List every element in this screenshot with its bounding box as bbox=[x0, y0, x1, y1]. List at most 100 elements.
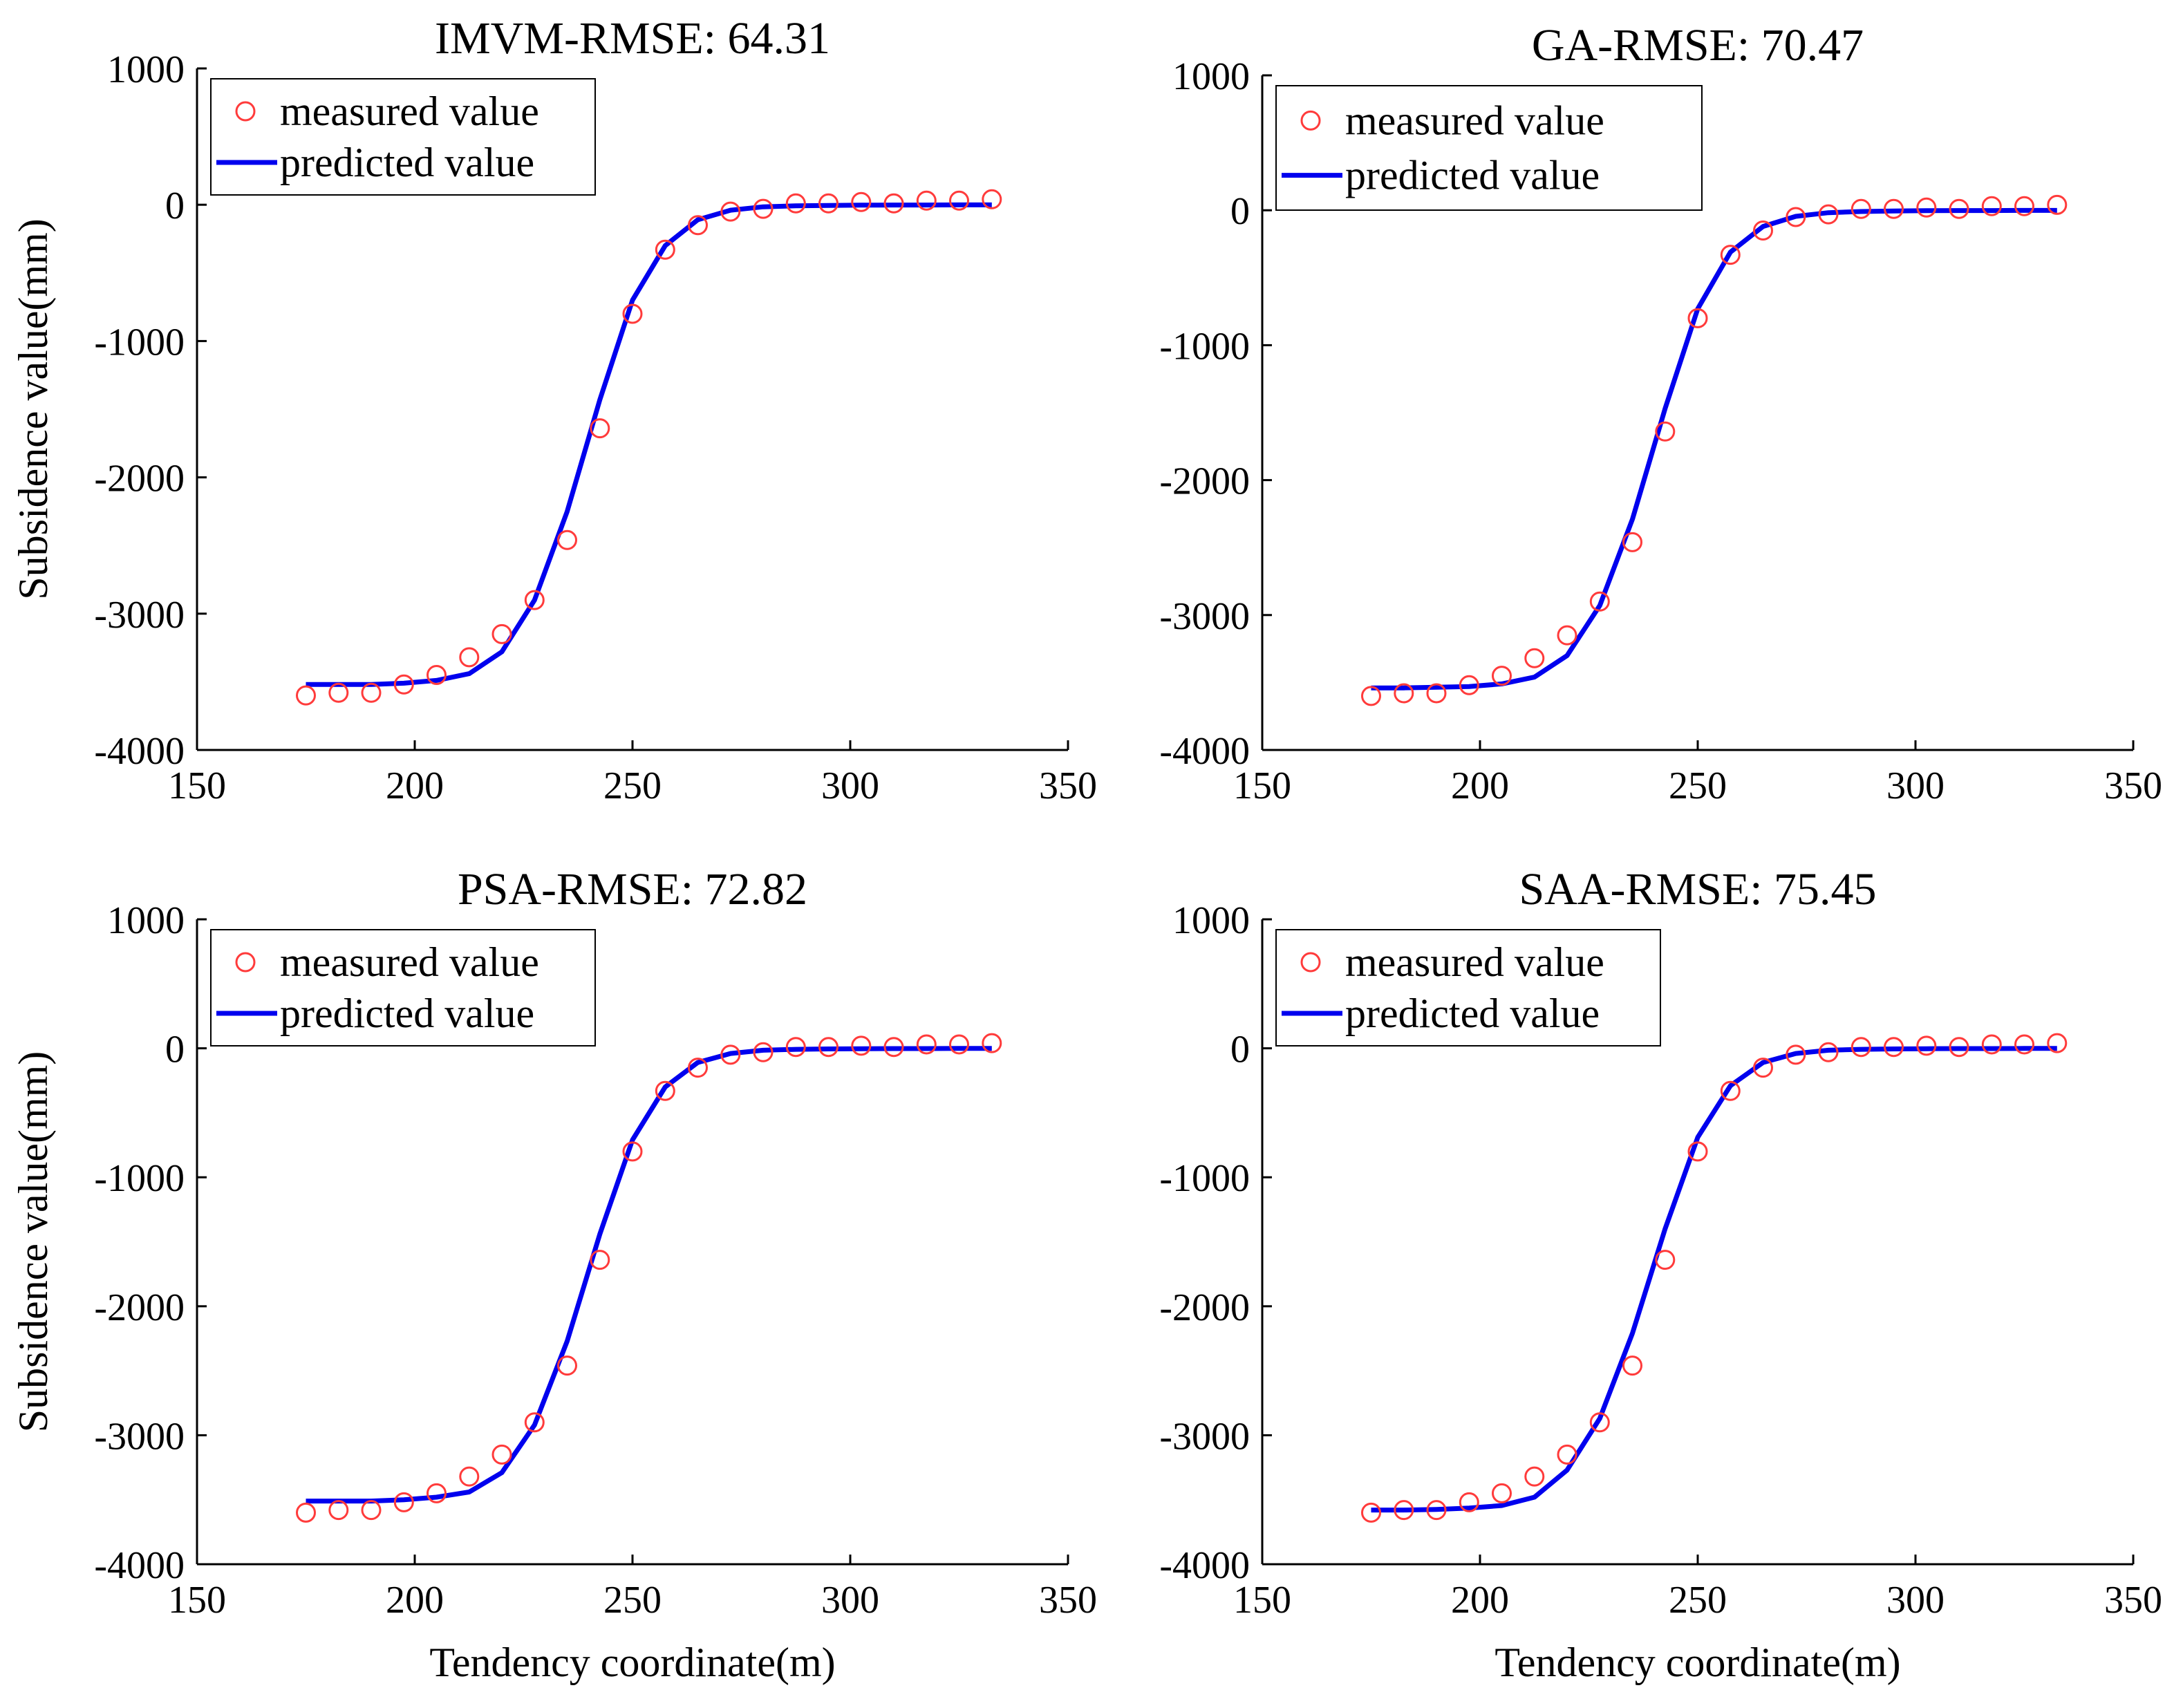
x-tick-label: 350 bbox=[2104, 764, 2162, 807]
chart-panel-3: PSA-RMSE: 72.82 150 200 250 300 350 -4000 -3000… bbox=[10, 864, 1097, 1685]
measured-value-point bbox=[427, 1483, 447, 1503]
measured-value-point bbox=[296, 1502, 316, 1523]
legend: measured value predicted value bbox=[210, 929, 596, 1047]
legend: measured value predicted value bbox=[1275, 85, 1703, 211]
chart-title: GA-RMSE: 70.47 bbox=[1532, 20, 1864, 71]
measured-value-point bbox=[720, 1044, 741, 1065]
measured-value-point bbox=[1492, 666, 1512, 686]
legend: measured value predicted value bbox=[210, 78, 596, 196]
measured-value-point bbox=[1884, 1037, 1904, 1058]
measured-value-point bbox=[2014, 1034, 2034, 1055]
measured-value-point bbox=[688, 1058, 708, 1078]
predicted-value-line bbox=[306, 1046, 992, 1504]
x-tick-label: 350 bbox=[1039, 764, 1097, 807]
chart-title: SAA-RMSE: 75.45 bbox=[1519, 864, 1876, 914]
y-tick-label: 1000 bbox=[107, 899, 185, 942]
y-axis-label: Subsidence value(mm) bbox=[10, 1051, 56, 1433]
measured-value-point bbox=[622, 303, 643, 324]
measured-value-point bbox=[1981, 1034, 2002, 1055]
chart-title: IMVM-RMSE: 64.31 bbox=[435, 13, 830, 64]
x-tick-label: 150 bbox=[168, 1579, 226, 1622]
measured-value-point bbox=[1916, 1035, 1937, 1056]
predicted-value-line bbox=[1371, 207, 2057, 691]
y-tick-label: -3000 bbox=[94, 1415, 185, 1458]
measured-value-point bbox=[1557, 625, 1577, 646]
legend-box bbox=[1275, 85, 1703, 211]
y-tick-label: -1000 bbox=[94, 321, 185, 364]
legend-measured-marker bbox=[1300, 110, 1321, 131]
measured-value-point bbox=[1394, 683, 1414, 704]
measured-value-point bbox=[1492, 1483, 1512, 1503]
legend-measured-marker bbox=[235, 101, 256, 122]
measured-value-point bbox=[1753, 1058, 1773, 1078]
legend-predicted-label: predicted value bbox=[1345, 153, 1600, 198]
measured-value-point bbox=[916, 190, 937, 211]
y-tick-label: -3000 bbox=[1159, 595, 1250, 638]
measured-value-point bbox=[2047, 1033, 2068, 1053]
x-tick-label: 350 bbox=[1039, 1579, 1097, 1622]
measured-value-point bbox=[949, 190, 969, 211]
measured-value-point bbox=[1589, 591, 1610, 612]
measured-value-point bbox=[1361, 686, 1381, 706]
measured-value-point bbox=[720, 201, 741, 222]
y-tick-label: -3000 bbox=[1159, 1415, 1250, 1458]
measured-value-point bbox=[1361, 1502, 1381, 1523]
measured-value-point bbox=[753, 198, 774, 219]
x-tick-label: 250 bbox=[603, 1579, 662, 1622]
measured-value-point bbox=[1949, 198, 1969, 219]
measured-value-point bbox=[2014, 196, 2034, 216]
measured-value-point bbox=[328, 682, 349, 703]
measured-value-point bbox=[1851, 198, 1871, 219]
measured-value-point bbox=[655, 1080, 675, 1101]
x-tick-label: 300 bbox=[1886, 764, 1945, 807]
x-tick-label: 300 bbox=[821, 764, 879, 807]
measured-value-point bbox=[1753, 220, 1773, 241]
measured-value-point bbox=[1851, 1037, 1871, 1058]
y-tick-label: 1000 bbox=[1172, 899, 1250, 942]
y-tick-label: -2000 bbox=[94, 458, 185, 500]
measured-value-point bbox=[427, 665, 447, 685]
y-tick-label: 0 bbox=[165, 1029, 185, 1071]
x-tick-label: 300 bbox=[821, 1579, 879, 1622]
measured-value-point bbox=[1622, 1355, 1642, 1376]
measured-value-point bbox=[622, 1141, 643, 1162]
measured-value-point bbox=[982, 1033, 1002, 1053]
legend-measured-marker bbox=[235, 952, 256, 973]
legend-box bbox=[210, 929, 596, 1047]
measured-value-point bbox=[1818, 204, 1839, 225]
chart-panel-2: GA-RMSE: 70.47 150 200 250 300 350 -4000 -3000 -… bbox=[1159, 20, 2162, 807]
y-axis-label: Subsidence value(mm) bbox=[10, 218, 56, 600]
measured-value-point bbox=[491, 1444, 512, 1465]
y-tick-label: -3000 bbox=[94, 594, 185, 637]
x-tick-label: 250 bbox=[603, 764, 662, 807]
y-tick-label: -4000 bbox=[94, 730, 185, 773]
y-tick-label: 1000 bbox=[107, 48, 185, 91]
measured-value-point bbox=[851, 191, 872, 212]
y-tick-label: -2000 bbox=[1159, 460, 1250, 503]
measured-value-point bbox=[655, 239, 675, 260]
measured-value-point bbox=[1687, 1141, 1708, 1162]
measured-value-point bbox=[1655, 421, 1676, 442]
measured-value-point bbox=[1426, 683, 1447, 704]
y-tick-label: -4000 bbox=[94, 1544, 185, 1587]
legend-predicted-label: predicted value bbox=[280, 140, 534, 185]
measured-value-point bbox=[393, 1492, 414, 1512]
measured-value-point bbox=[590, 418, 610, 439]
x-tick-label: 300 bbox=[1886, 1579, 1945, 1622]
y-tick-label: 0 bbox=[165, 185, 185, 227]
measured-value-point bbox=[818, 193, 838, 214]
measured-value-point bbox=[1655, 1250, 1676, 1270]
measured-value-point bbox=[459, 1466, 480, 1487]
y-tick-label: 0 bbox=[1230, 1029, 1250, 1071]
measured-value-point bbox=[1394, 1500, 1414, 1521]
measured-value-point bbox=[785, 1037, 806, 1058]
measured-value-point bbox=[393, 674, 414, 695]
measured-value-point bbox=[491, 623, 512, 644]
measured-value-point bbox=[557, 1355, 577, 1376]
measured-value-point bbox=[1589, 1412, 1610, 1433]
measured-value-point bbox=[361, 682, 382, 703]
measured-value-point bbox=[753, 1042, 774, 1062]
measured-value-point bbox=[1949, 1037, 1969, 1058]
legend-predicted-label: predicted value bbox=[280, 991, 534, 1036]
